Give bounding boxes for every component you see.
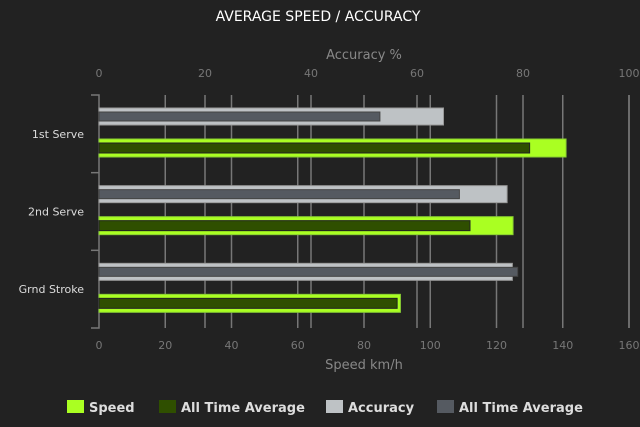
accuracy-average-bar: [98, 189, 460, 200]
bottom-tick-label: 60: [291, 339, 305, 352]
speed-average-bar: [98, 142, 531, 154]
bottom-tick-label: 20: [158, 339, 172, 352]
bottom-tick-label: 160: [619, 339, 640, 352]
bottom-tick-label: 0: [96, 339, 103, 352]
category-label: 1st Serve: [32, 128, 84, 141]
speed-average-bar: [98, 220, 471, 232]
bottom-axis-title: Speed km/h: [325, 358, 403, 373]
legend-label: Accuracy: [348, 401, 415, 416]
legend-swatch: [159, 400, 176, 413]
chart-title: AVERAGE SPEED / ACCURACY: [216, 9, 421, 25]
legend-swatch: [67, 400, 84, 413]
legend-swatch: [437, 400, 454, 413]
top-tick-label: 0: [96, 67, 103, 80]
bottom-tick-label: 100: [420, 339, 441, 352]
legend-label: All Time Average: [181, 401, 305, 416]
category-label: Grnd Stroke: [19, 283, 85, 296]
accuracy-average-bar: [98, 111, 381, 122]
category-label: 2nd Serve: [28, 206, 84, 219]
top-tick-label: 40: [304, 67, 318, 80]
y-axis: [91, 94, 100, 329]
speed-average-bar: [98, 297, 398, 309]
top-axis-title: Accuracy %: [326, 48, 402, 63]
top-tick-label: 60: [410, 67, 424, 80]
bottom-tick-label: 140: [552, 339, 573, 352]
top-tick-label: 20: [198, 67, 212, 80]
bottom-tick-label: 80: [357, 339, 371, 352]
accuracy-average-bar: [98, 266, 519, 277]
legend-label: Speed: [89, 401, 135, 416]
top-tick-label: 80: [516, 67, 530, 80]
top-tick-label: 100: [619, 67, 640, 80]
legend-swatch: [326, 400, 343, 413]
bottom-tick-label: 40: [225, 339, 239, 352]
legend-label: All Time Average: [459, 401, 583, 416]
bottom-tick-label: 120: [486, 339, 507, 352]
